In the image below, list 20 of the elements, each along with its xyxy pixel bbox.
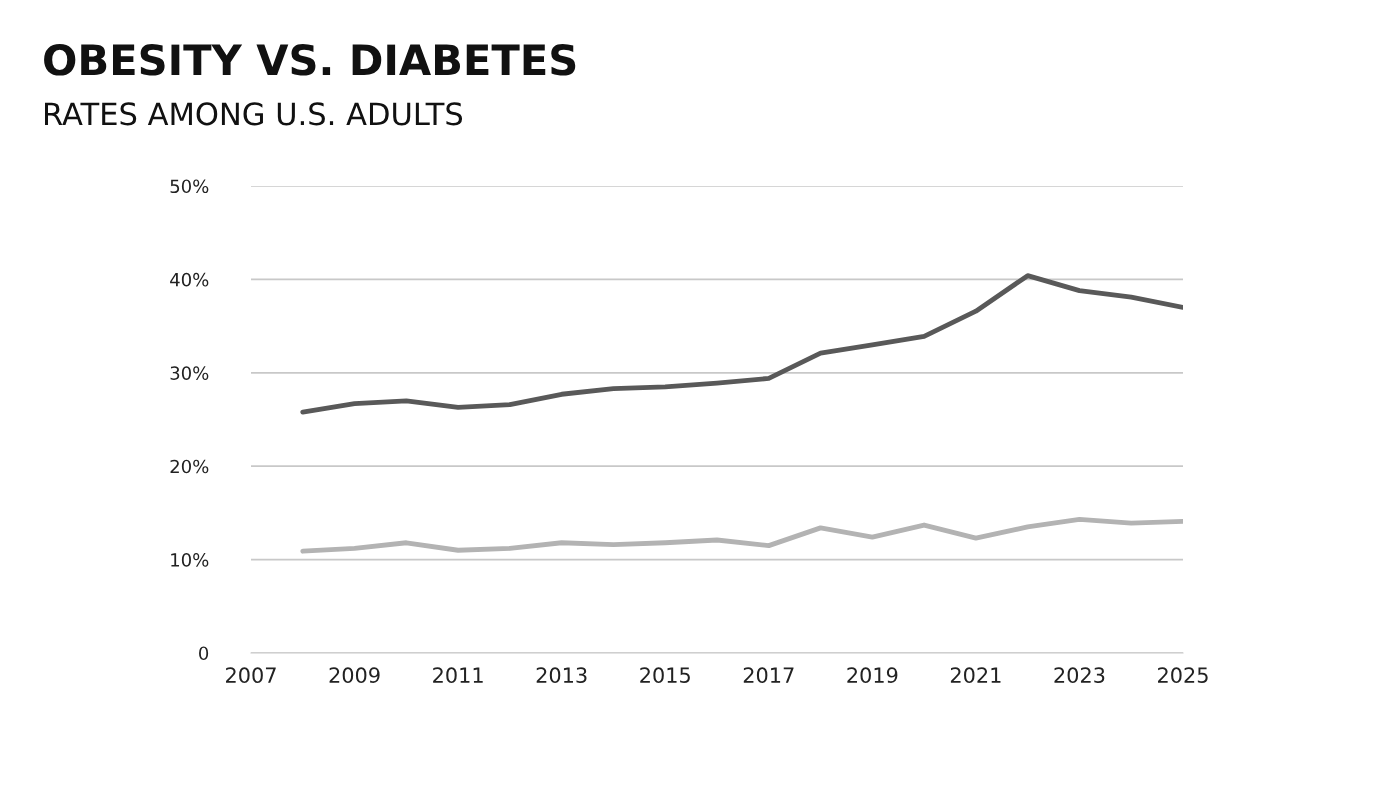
- y-tick-label: 20%: [170, 459, 209, 474]
- y-tick-label: 0: [199, 646, 209, 661]
- y-tick-label: 10%: [171, 553, 209, 567]
- x-tick-label: 2009: [329, 667, 380, 684]
- x-tick-label: 2019: [847, 667, 898, 684]
- x-tick-label: 2013: [536, 667, 587, 684]
- line-series: [300, 273, 1183, 415]
- x-tick-label: 2007: [226, 667, 276, 684]
- x-tick-label: 2023: [1054, 667, 1105, 684]
- x-tick-label: 2017: [743, 667, 794, 684]
- x-tick-label: 2011: [433, 667, 483, 684]
- x-tick-label: 2015: [640, 667, 690, 684]
- y-tick-label: 40%: [170, 272, 209, 287]
- y-tick-label: 30%: [170, 366, 209, 380]
- chart-subtitle: RATES AMONG U.S. ADULTS: [45, 102, 463, 126]
- x-tick-label: 2021: [950, 667, 1001, 684]
- chart-title: OBESITY VS. DIABETES: [44, 44, 576, 76]
- x-tick-label: 2025: [1158, 667, 1208, 684]
- y-tick-label: 50%: [170, 179, 209, 194]
- line-series: [300, 517, 1183, 554]
